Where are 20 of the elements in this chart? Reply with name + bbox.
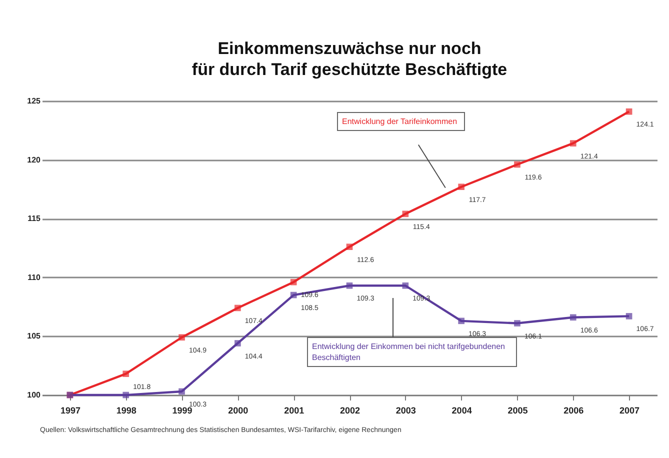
x-tick-label: 2000	[228, 406, 248, 416]
y-tick-label: 120	[27, 155, 42, 164]
x-tick-label: 1998	[116, 406, 136, 416]
x-tick-label: 2004	[452, 406, 472, 416]
y-tick-label: 115	[28, 214, 42, 224]
x-tick-label: 2005	[508, 406, 528, 416]
text: Entwicklung der Tarifeinkommen	[337, 112, 462, 131]
x-tick-label: 2006	[564, 406, 584, 416]
y-tick-label: 105	[27, 332, 42, 341]
x-tick-label: 1997	[60, 406, 80, 416]
chart-title: Einkommenszuwächse nur noch für durch Tarif geschützte Beschäftigte	[192, 39, 508, 79]
y-tick-label: 110	[28, 272, 42, 282]
text: Entwicklung der Einkommen bei nicht tarifgebundenen Beschäftigten	[307, 337, 517, 367]
x-tick-label: 2002	[340, 406, 360, 416]
x-tick-label: 2001	[284, 406, 304, 416]
y-tick-label: 100	[27, 390, 42, 400]
y-tick-label: 125	[27, 96, 42, 106]
x-tick-label: 1999	[172, 406, 192, 416]
x-tick-label: 2003	[396, 406, 416, 416]
x-tick-label: 2007	[620, 406, 640, 416]
